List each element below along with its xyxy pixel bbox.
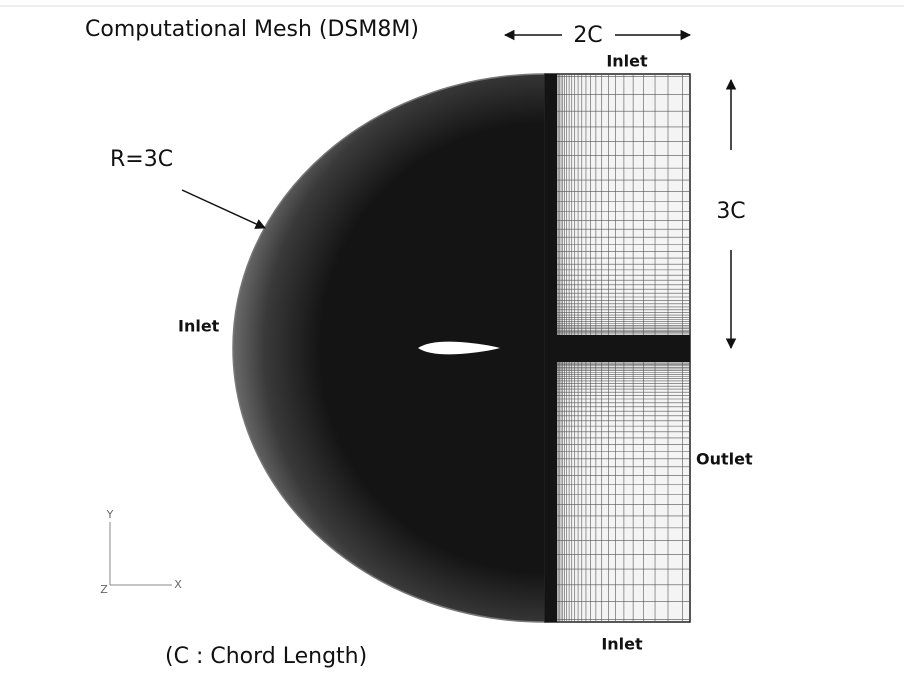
- axis-x-label: X: [174, 578, 182, 591]
- axis-y-label: Y: [106, 508, 114, 521]
- right-boundary-label: Outlet: [696, 450, 753, 469]
- bottom-boundary-label: Inlet: [601, 635, 643, 654]
- left-boundary-label: Inlet: [178, 317, 220, 336]
- note: (C : Chord Length): [165, 644, 367, 669]
- wake-band: [545, 335, 690, 362]
- height-label: 3C: [716, 199, 745, 224]
- title: Computational Mesh (DSM8M): [85, 17, 419, 42]
- radius-leader: [181, 189, 266, 229]
- interface-band: [545, 74, 557, 622]
- airfoil: [418, 341, 500, 355]
- c-mesh-region: [233, 74, 545, 622]
- top-boundary-label: Inlet: [606, 52, 648, 71]
- c-mesh-boundary: [232, 73, 546, 623]
- width-label: 2C: [573, 23, 602, 48]
- radius-label: R=3C: [110, 147, 173, 172]
- axis-z-label: Z: [100, 583, 108, 596]
